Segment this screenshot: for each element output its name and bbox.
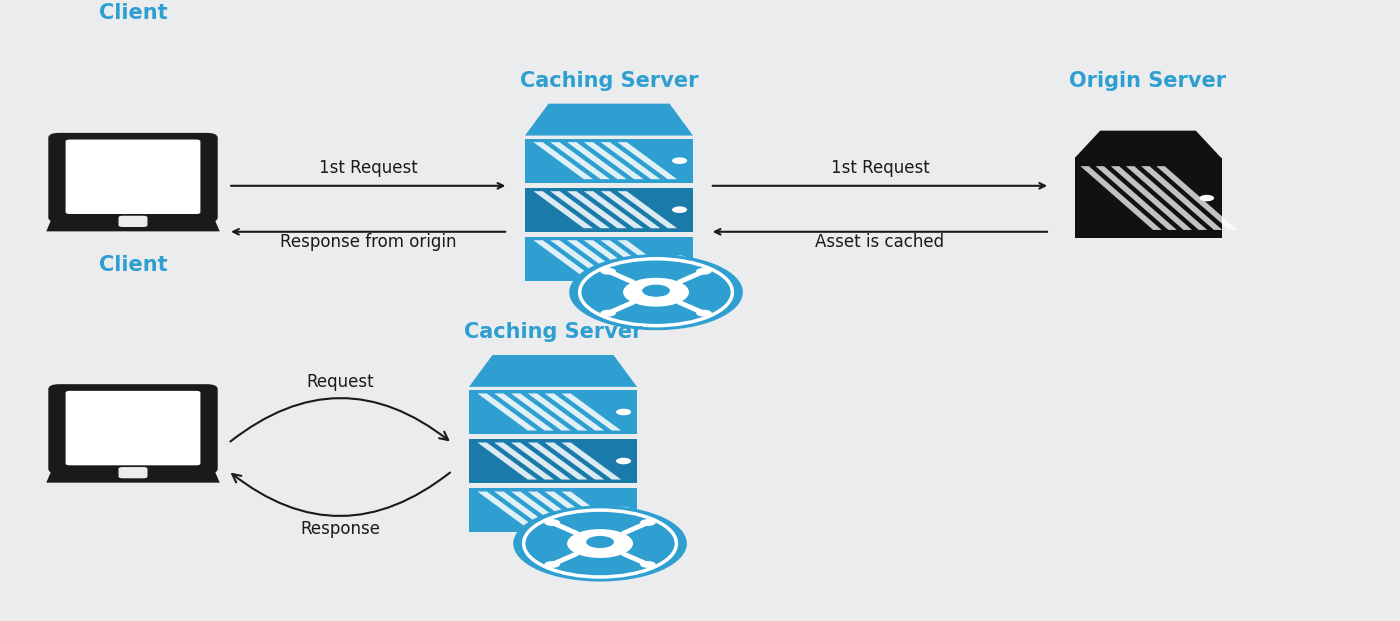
Polygon shape [567, 191, 627, 229]
Circle shape [696, 310, 711, 317]
Polygon shape [617, 191, 678, 229]
FancyBboxPatch shape [525, 188, 693, 232]
Polygon shape [533, 240, 594, 278]
Polygon shape [545, 394, 605, 430]
Polygon shape [525, 104, 693, 135]
Circle shape [616, 507, 631, 514]
Polygon shape [46, 469, 220, 483]
Polygon shape [545, 443, 605, 479]
FancyArrowPatch shape [232, 473, 449, 516]
Circle shape [545, 561, 560, 568]
FancyBboxPatch shape [469, 390, 637, 434]
Circle shape [640, 519, 655, 526]
Polygon shape [561, 443, 622, 479]
Polygon shape [567, 240, 627, 278]
Polygon shape [550, 240, 610, 278]
FancyBboxPatch shape [66, 140, 200, 214]
Polygon shape [1126, 166, 1207, 230]
Circle shape [672, 206, 687, 213]
Polygon shape [533, 142, 594, 179]
Polygon shape [511, 491, 571, 528]
Text: Asset is cached: Asset is cached [815, 233, 945, 252]
Polygon shape [545, 491, 605, 528]
Polygon shape [601, 240, 661, 278]
Polygon shape [528, 443, 588, 479]
Polygon shape [550, 142, 610, 179]
Text: Caching Server: Caching Server [463, 322, 643, 342]
Circle shape [640, 561, 655, 568]
Polygon shape [1110, 166, 1191, 230]
FancyBboxPatch shape [119, 467, 147, 478]
Polygon shape [46, 217, 220, 232]
Text: 1st Request: 1st Request [830, 158, 930, 176]
Polygon shape [584, 240, 644, 278]
Circle shape [643, 284, 671, 297]
FancyBboxPatch shape [48, 133, 218, 222]
Circle shape [587, 536, 615, 548]
Polygon shape [584, 142, 644, 179]
Text: Response from origin: Response from origin [280, 233, 456, 252]
Text: Client: Client [98, 3, 168, 24]
Text: 1st Request: 1st Request [319, 158, 417, 176]
Polygon shape [533, 191, 594, 229]
Circle shape [616, 458, 631, 465]
FancyBboxPatch shape [48, 384, 218, 474]
FancyBboxPatch shape [1075, 158, 1221, 238]
Text: Response: Response [300, 520, 381, 538]
Polygon shape [601, 191, 661, 229]
Circle shape [616, 409, 631, 415]
Polygon shape [494, 491, 554, 528]
Circle shape [601, 268, 616, 274]
Polygon shape [477, 491, 538, 528]
FancyBboxPatch shape [525, 138, 693, 183]
Polygon shape [511, 443, 571, 479]
Circle shape [567, 529, 633, 558]
Polygon shape [567, 142, 627, 179]
FancyBboxPatch shape [525, 237, 693, 281]
Polygon shape [528, 394, 588, 430]
Circle shape [514, 505, 687, 581]
Polygon shape [1141, 166, 1222, 230]
Polygon shape [1156, 166, 1238, 230]
Polygon shape [550, 191, 610, 229]
Polygon shape [528, 491, 588, 528]
Circle shape [696, 268, 711, 274]
Polygon shape [511, 394, 571, 430]
Text: Client: Client [98, 255, 168, 274]
Polygon shape [477, 394, 538, 430]
Polygon shape [494, 443, 554, 479]
FancyBboxPatch shape [119, 215, 147, 227]
FancyBboxPatch shape [469, 488, 637, 532]
Polygon shape [617, 142, 678, 179]
Circle shape [570, 254, 743, 330]
Text: Caching Server: Caching Server [519, 71, 699, 91]
Polygon shape [1096, 166, 1177, 230]
Circle shape [672, 255, 687, 262]
Polygon shape [477, 443, 538, 479]
FancyBboxPatch shape [469, 439, 637, 483]
Polygon shape [469, 355, 637, 387]
Polygon shape [601, 142, 661, 179]
Circle shape [545, 519, 560, 526]
FancyBboxPatch shape [66, 391, 200, 465]
Polygon shape [561, 491, 622, 528]
Text: Request: Request [307, 373, 374, 391]
Polygon shape [1081, 166, 1162, 230]
Circle shape [601, 310, 616, 317]
Polygon shape [617, 240, 678, 278]
Text: Origin Server: Origin Server [1070, 71, 1226, 91]
FancyArrowPatch shape [231, 398, 448, 442]
Polygon shape [584, 191, 644, 229]
Polygon shape [1075, 130, 1221, 158]
Polygon shape [561, 394, 622, 430]
Circle shape [672, 157, 687, 164]
Polygon shape [494, 394, 554, 430]
Circle shape [1200, 195, 1214, 201]
Circle shape [623, 278, 689, 307]
